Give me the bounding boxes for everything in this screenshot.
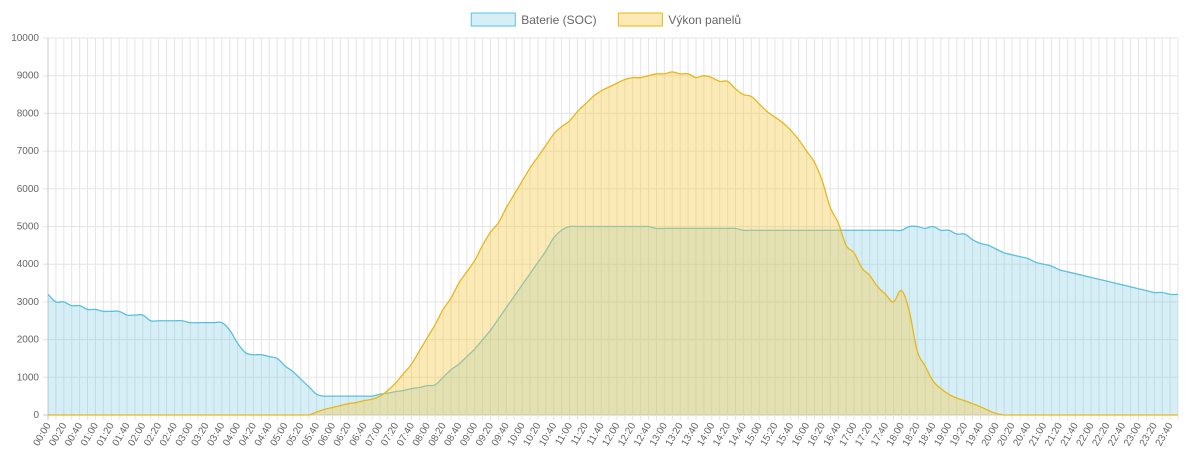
series-area-fill [48, 226, 1178, 415]
legend: Baterie (SOC) Výkon panelů [470, 12, 741, 27]
series-battery-soc [47, 225, 1179, 415]
y-tick-label: 5000 [17, 222, 40, 233]
series-line [47, 225, 1179, 397]
legend-swatch [617, 12, 663, 27]
y-axis: 0 1000 2000 3000 4000 5000 6000 7000 8000 9000 100… [11, 33, 39, 421]
legend-label: Výkon panelů [668, 13, 741, 27]
legend-swatch [470, 12, 516, 27]
legend-label: Baterie (SOC) [521, 13, 596, 27]
x-tick-label: 23:40 [1154, 421, 1176, 449]
series-panel-power [48, 71, 1178, 416]
y-tick-label: 8000 [17, 108, 40, 119]
y-tick-label: 10000 [11, 33, 39, 44]
legend-item[interactable]: Výkon panelů [617, 12, 741, 27]
series-line [48, 71, 1178, 416]
y-tick-label: 1000 [17, 372, 40, 383]
y-tick-label: 9000 [17, 71, 40, 82]
y-tick-label: 6000 [17, 184, 40, 195]
series-area-fill [48, 71, 1178, 416]
y-tick-label: 4000 [17, 259, 40, 270]
legend-item[interactable]: Baterie (SOC) [470, 12, 597, 27]
y-tick-label: 2000 [17, 335, 40, 346]
grid [43, 37, 1179, 420]
series-areas [47, 71, 1179, 416]
y-tick-label: 0 [33, 410, 39, 421]
x-axis: 00:0000:2000:4001:0001:2001:4002:0002:20… [32, 421, 1176, 449]
y-tick-label: 7000 [17, 146, 40, 157]
y-tick-label: 3000 [17, 297, 40, 308]
